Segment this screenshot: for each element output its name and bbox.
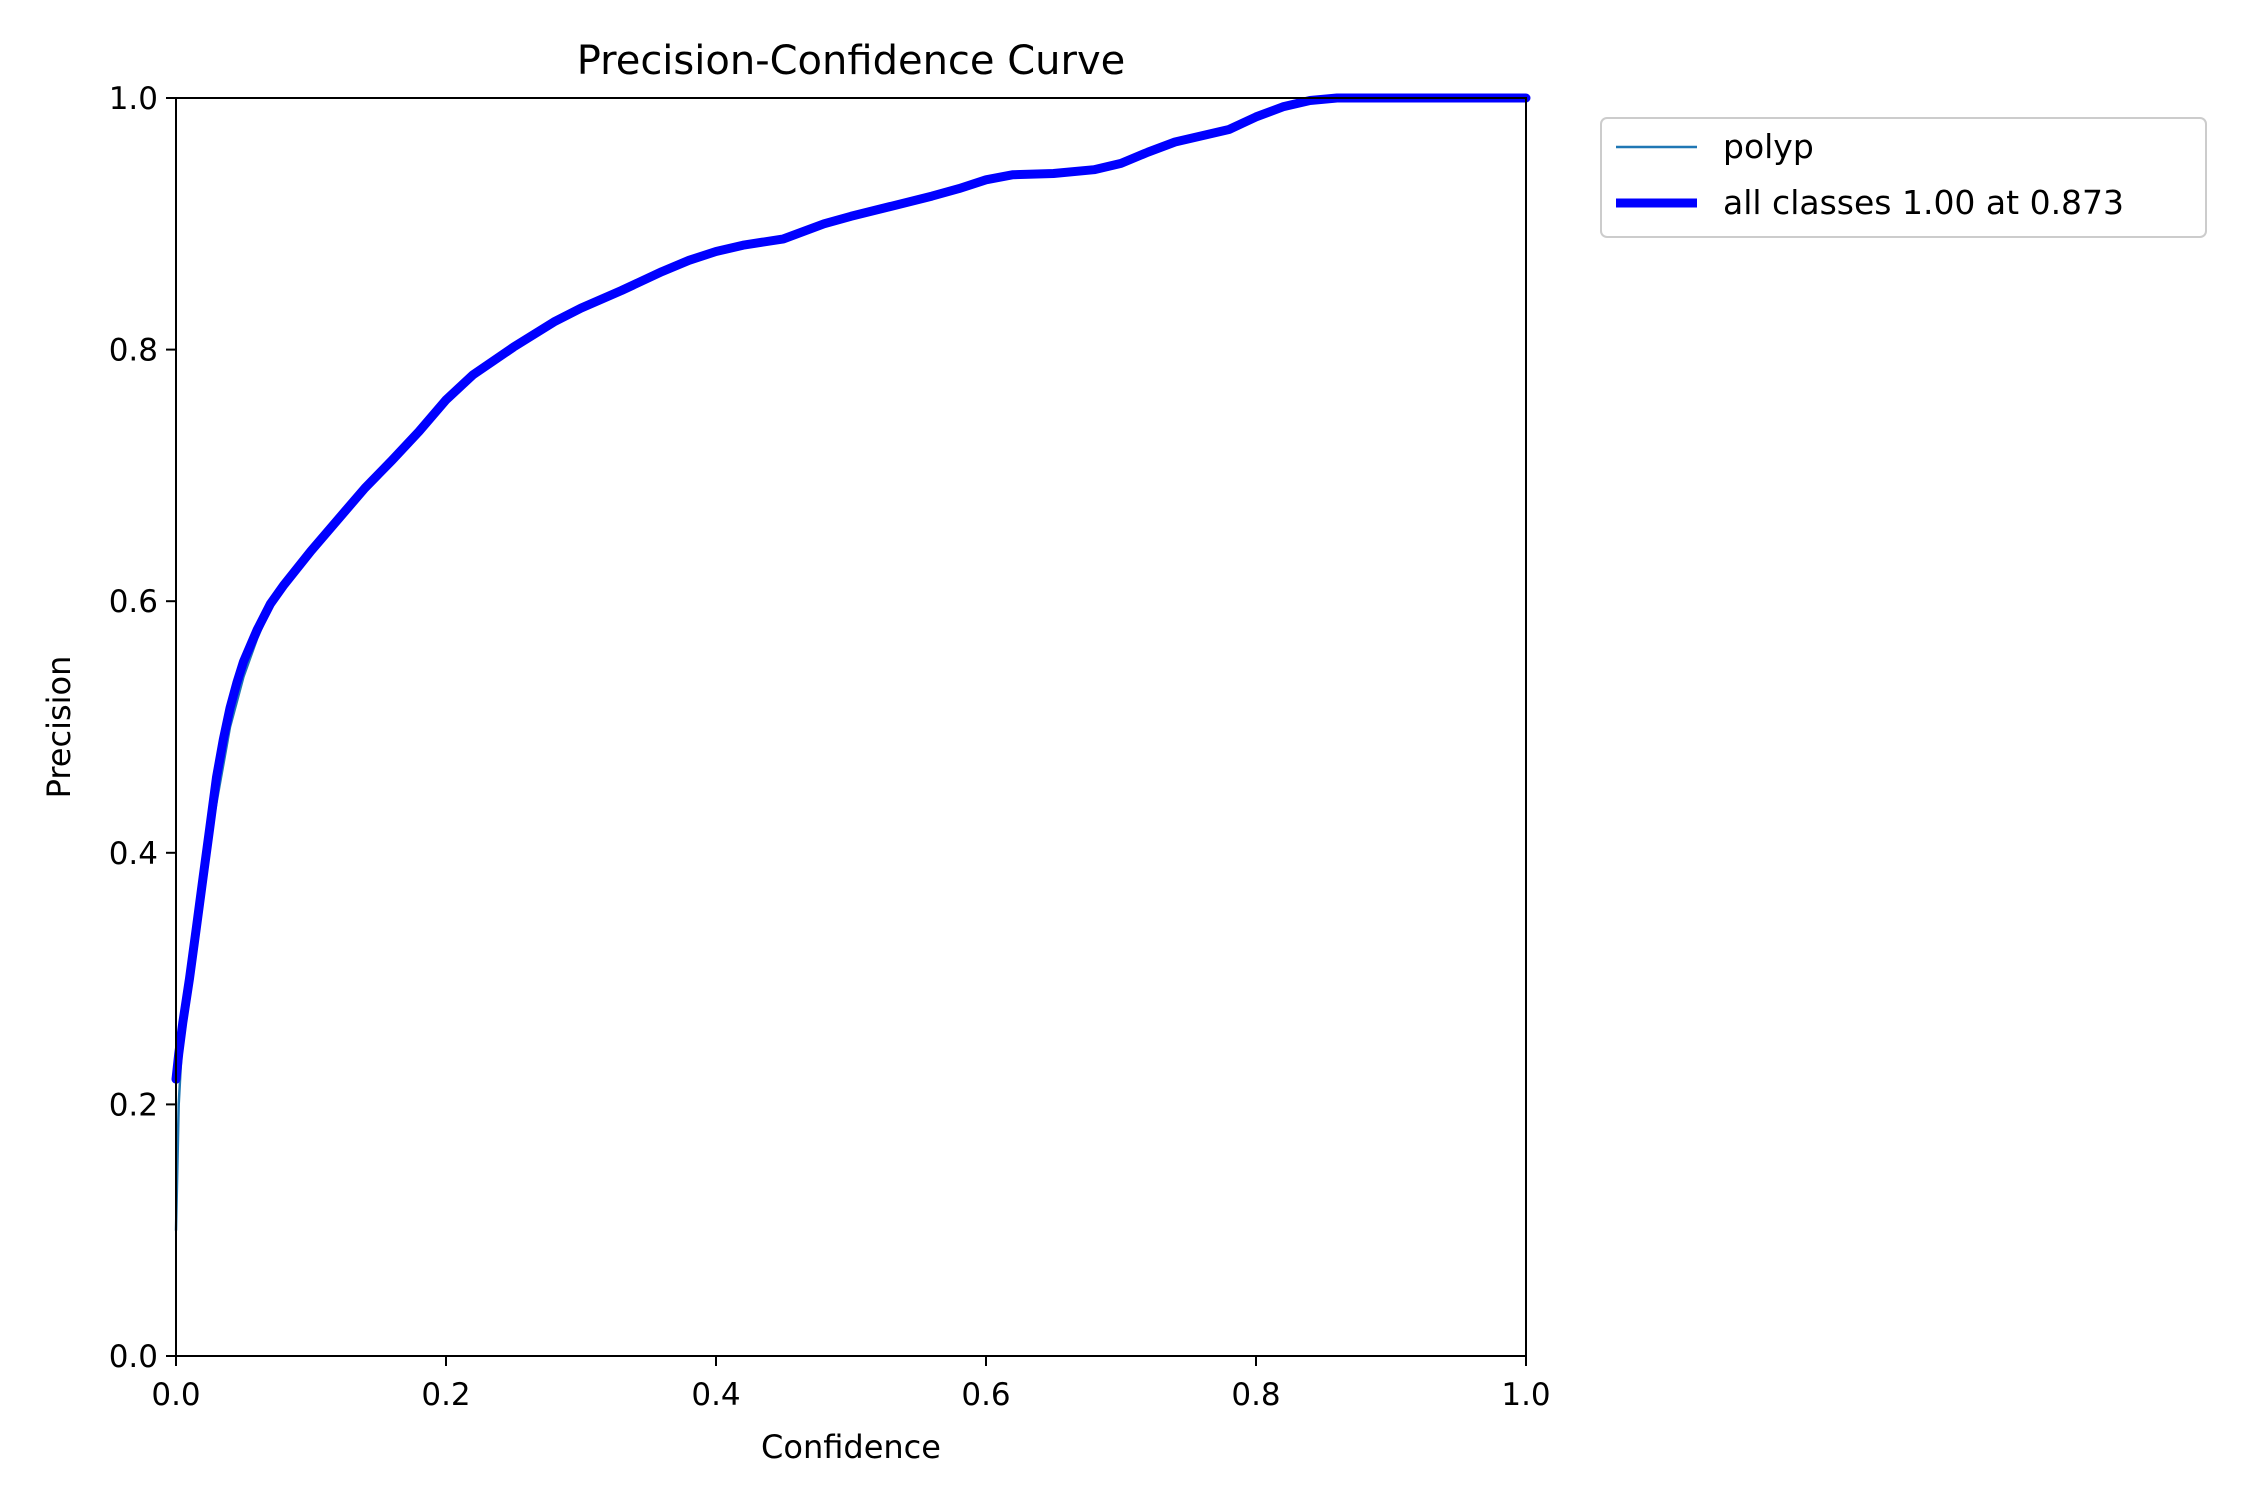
x-tick-label: 0.4: [691, 1377, 740, 1413]
x-tick-label: 1.0: [1501, 1377, 1550, 1413]
legend-box: [1600, 117, 2207, 238]
y-axis-label: Precision: [40, 656, 78, 799]
plot-area: [171, 93, 1531, 1357]
y-axis: 0.0 0.2 0.4 0.6 0.8 1.0: [109, 81, 176, 1375]
series-layer: [171, 93, 1531, 1232]
x-tick-label: 0.6: [961, 1377, 1010, 1413]
y-tick-label: 0.0: [109, 1339, 158, 1375]
x-tick-label: 0.2: [421, 1377, 470, 1413]
y-tick-label: 0.4: [109, 836, 158, 872]
legend: polyp all classes 1.00 at 0.873: [1600, 117, 2207, 238]
x-tick-label: 0.0: [151, 1377, 200, 1413]
y-tick-label: 0.2: [109, 1087, 158, 1123]
y-tick-label: 0.6: [109, 584, 158, 620]
y-tick-label: 0.8: [109, 333, 158, 369]
x-tick-label: 0.8: [1231, 1377, 1280, 1413]
plot-frame: [175, 97, 1527, 1357]
y-tick-label: 1.0: [109, 81, 158, 117]
legend-label-all-classes: all classes 1.00 at 0.873: [1723, 183, 2124, 222]
x-axis: 0.0 0.2 0.4 0.6 0.8 1.0: [151, 1356, 1551, 1413]
plot-background: [176, 98, 1526, 1356]
chart-title: Precision-Confidence Curve: [577, 38, 1126, 84]
legend-label-polyp: polyp: [1723, 127, 1814, 166]
series-line-all-classes: [171, 93, 1531, 1084]
x-axis-label: Confidence: [761, 1428, 941, 1466]
